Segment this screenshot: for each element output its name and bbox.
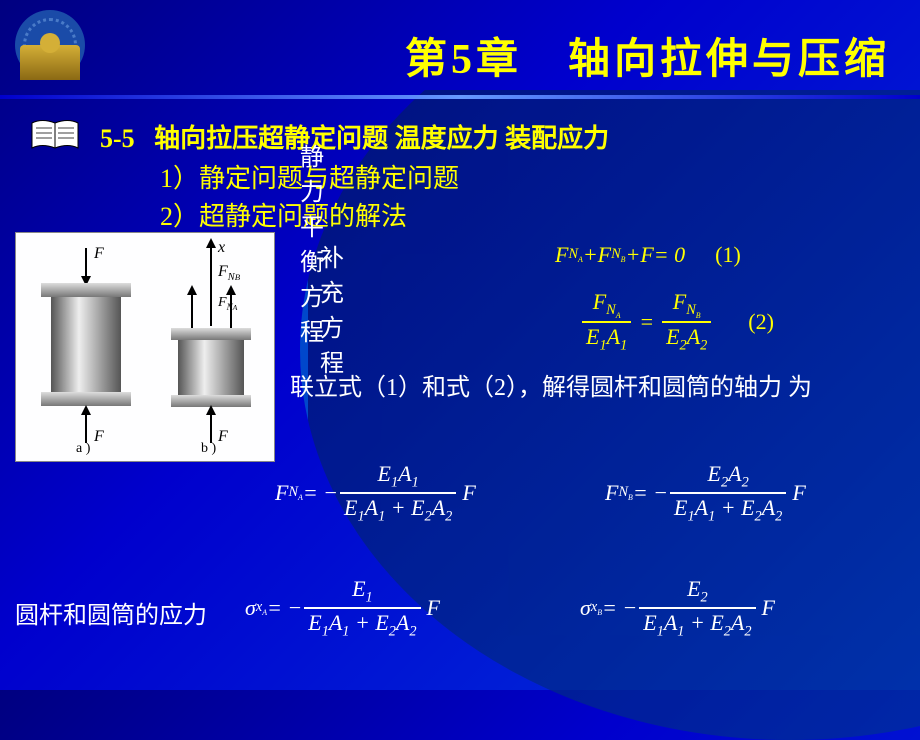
combined-text: 联立式（1）和式（2），解得圆杆和圆筒的轴力 为: [290, 370, 890, 406]
section-number: 5-5: [100, 124, 135, 153]
equation-fnb: FNB = − E2A2 E1A1 + E2A2 F: [605, 460, 806, 526]
caption-b: b ): [201, 441, 216, 457]
section-title: 轴向拉压超静定问题 温度应力 装配应力: [154, 124, 609, 153]
equation-fna: FNA = − E1A1 E1A1 + E2A2 F: [275, 460, 476, 526]
section-header: 5-5 轴向拉压超静定问题 温度应力 装配应力: [100, 118, 609, 155]
subsection-2: 2）超静定问题的解法: [160, 196, 407, 233]
chapter-title: 第5章 轴向拉伸与压缩: [405, 25, 890, 86]
equation-2: FNA E1A1 = FNB E2A2 (2): [580, 288, 774, 355]
university-logo: [10, 10, 90, 80]
equation-sigma-b: σxB = − E2 E1A1 + E2A2 F: [580, 575, 775, 641]
caption-a: a ): [76, 441, 90, 457]
equation-1: FNA + FNB + F = 0 (1): [555, 242, 741, 268]
title-underline: [0, 95, 920, 99]
mechanics-figure: F F a ) x FNB FNA F b ): [15, 232, 275, 462]
stress-label: 圆杆和圆筒的应力: [15, 595, 207, 630]
equation-sigma-a: σxA = − E1 E1A1 + E2A2 F: [245, 575, 440, 641]
supplementary-label: 补充方程: [320, 238, 344, 378]
force-label-bottom-a: F: [94, 428, 104, 446]
eq1-number: (1): [715, 242, 741, 268]
force-label-bottom-b: F: [218, 428, 228, 446]
book-icon: [30, 118, 80, 153]
x-axis-label: x: [218, 239, 225, 257]
eq2-number: (2): [748, 309, 774, 335]
fn-a-label: FNA: [218, 295, 237, 312]
force-label-top-a: F: [94, 245, 104, 263]
